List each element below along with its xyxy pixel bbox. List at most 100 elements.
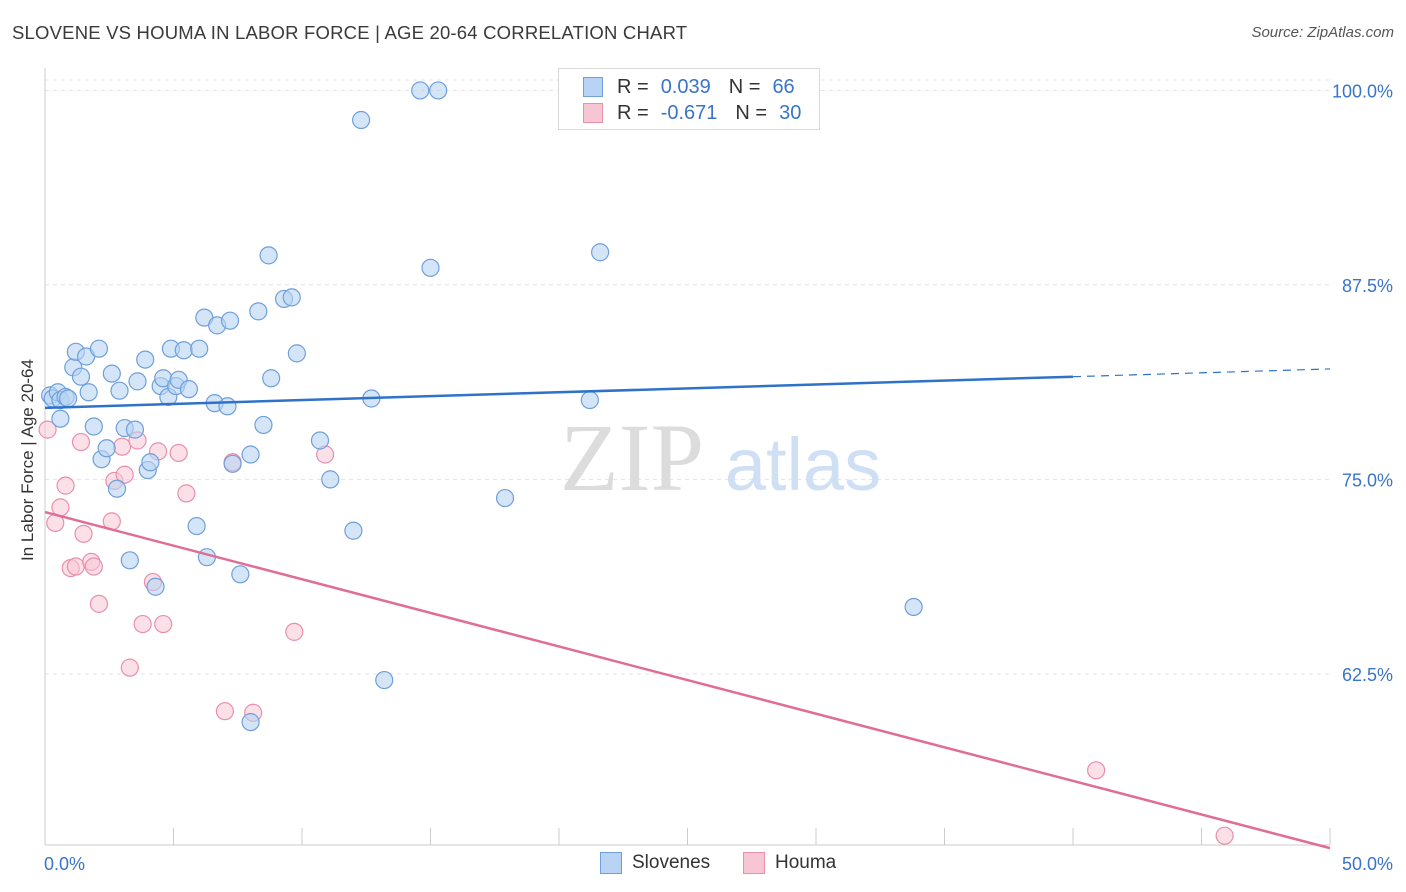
axes (44, 68, 1331, 846)
slovenes-point (254, 415, 273, 435)
y-tick-label: 87.5% (1342, 276, 1393, 296)
slovenes-point (580, 390, 599, 410)
slovenes-point (231, 565, 250, 584)
slovenes-point (223, 454, 242, 473)
houma-point (38, 420, 57, 439)
slovenes-point (218, 397, 237, 416)
houma-point (133, 614, 152, 634)
slovenes-point (241, 712, 260, 732)
y-axis-label: In Labor Force | Age 20-64 (18, 359, 37, 561)
slovenes-point (128, 372, 147, 391)
slovenes-point (120, 551, 139, 570)
houma-points (38, 420, 1234, 845)
houma-point (1087, 761, 1106, 780)
grid-lines (45, 79, 1330, 675)
slovenes-points (41, 81, 923, 732)
houma-swatch (583, 103, 603, 123)
x-tick-label: 50.0% (1342, 854, 1393, 874)
y-tick-label: 62.5% (1342, 665, 1393, 685)
houma-trend-line (44, 510, 1331, 850)
houma-point (74, 524, 93, 543)
slovenes-swatch (600, 852, 622, 874)
slovenes-point (107, 479, 127, 498)
houma-point (66, 557, 85, 576)
slovenes-point (179, 380, 199, 399)
slovenes-point (102, 364, 121, 383)
slovenes-point (187, 516, 206, 536)
legend-row-slovenes: R = 0.039 N = 66 (583, 75, 795, 99)
r-value: 0.039 (660, 75, 711, 98)
chart-title: SLOVENE VS HOUMA IN LABOR FORCE | AGE 20… (12, 22, 688, 43)
watermark: ZIP atlas (560, 404, 881, 511)
watermark-zip: ZIP (560, 404, 704, 511)
slovenes-trend-extension (1072, 368, 1331, 378)
houma-point (154, 614, 173, 634)
y-tick-label: 75.0% (1342, 470, 1393, 490)
slovenes-point (495, 488, 515, 508)
slovenes-point (97, 439, 116, 458)
slovenes-point (241, 445, 260, 464)
slovenes-point (375, 670, 394, 690)
r-value: -0.671 (660, 101, 718, 124)
houma-point (115, 465, 134, 484)
n-value: 66 (772, 75, 795, 98)
slovenes-point (71, 367, 91, 386)
slovenes-point (51, 409, 70, 428)
houma-point (285, 622, 304, 641)
tick-labels: 62.5% 75.0% 87.5% 100.0% 0.0% 50.0% (44, 81, 1393, 874)
slovenes-point (79, 383, 98, 402)
n-value: 30 (779, 101, 802, 124)
slovenes-point (344, 521, 363, 540)
slovenes-point (262, 369, 281, 388)
slovenes-point (310, 431, 330, 450)
slovenes-point (249, 302, 268, 321)
houma-point (1215, 826, 1234, 845)
slovenes-point (146, 577, 165, 596)
houma-point (112, 437, 132, 456)
legend-row-houma: R = -0.671 N = 30 (583, 101, 801, 125)
r-label: R = (617, 101, 649, 124)
houma-swatch (743, 852, 765, 874)
slovenes-point (282, 288, 301, 307)
legend-label-houma: Houma (775, 852, 837, 873)
slovenes-point (59, 389, 78, 408)
slovenes-point (421, 258, 440, 277)
houma-point (71, 432, 91, 452)
watermark-atlas: atlas (725, 423, 881, 506)
source-label: Source: ZipAtlas.com (1251, 24, 1394, 41)
houma-point (215, 702, 234, 721)
slovenes-point (352, 110, 371, 130)
slovenes-point (190, 339, 209, 358)
n-label: N = (728, 75, 761, 98)
stats-legend: R = 0.039 N = 66 R = -0.671 N = 30 (558, 68, 820, 130)
slovenes-swatch (583, 77, 603, 97)
slovenes-point (110, 381, 129, 400)
slovenes-point (259, 246, 278, 265)
houma-point (89, 594, 109, 613)
legend-item-slovenes[interactable]: Slovenes (600, 852, 710, 874)
slovenes-point (136, 350, 155, 369)
series-legend: Slovenes Houma (0, 852, 1406, 878)
houma-point (56, 476, 75, 495)
houma-point (177, 484, 196, 503)
legend-item-houma[interactable]: Houma (743, 852, 836, 874)
slovenes-point (174, 341, 193, 360)
y-tick-label: 100.0% (1332, 81, 1393, 101)
slovenes-point (321, 470, 340, 489)
houma-point (120, 658, 139, 677)
slovenes-point (411, 81, 430, 100)
r-label: R = (617, 75, 649, 98)
legend-label-slovenes: Slovenes (632, 852, 711, 873)
slovenes-point (141, 453, 160, 472)
n-label: N = (735, 101, 768, 124)
slovenes-point (904, 597, 923, 617)
houma-point (169, 443, 188, 463)
slovenes-point (220, 311, 240, 330)
slovenes-point (89, 339, 109, 358)
slovenes-point (125, 420, 145, 439)
slovenes-point (84, 417, 103, 436)
slovenes-point (287, 344, 306, 363)
trend-lines (44, 368, 1331, 850)
slovenes-point (591, 243, 610, 262)
